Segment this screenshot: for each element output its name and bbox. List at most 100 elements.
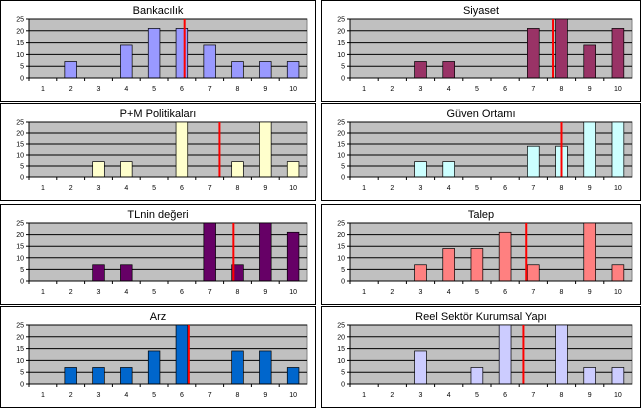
bar — [203, 222, 216, 282]
x-tick-label: 7 — [208, 185, 212, 192]
x-tick-label: 5 — [475, 185, 479, 192]
bar — [527, 145, 540, 178]
bar — [414, 350, 427, 385]
x-tick-label: 5 — [152, 185, 156, 192]
bar — [414, 264, 427, 282]
x-tick-label: 3 — [97, 289, 101, 296]
bar — [120, 367, 133, 385]
bar — [203, 44, 216, 79]
x-tick-label: 4 — [124, 86, 128, 93]
bar — [286, 61, 300, 79]
chart-panel-siyaset: Siyaset 0 5 10 15 20 25 1 2 3 4 5 6 7 8 9 10 — [321, 0, 641, 102]
x-tick-label: 4 — [124, 392, 128, 399]
chart-svg: Siyaset 0 5 10 15 20 25 1 2 3 4 5 6 7 8 9 10 — [337, 5, 633, 93]
x-tick-label: 7 — [531, 86, 535, 93]
y-tick-label: 20 — [16, 334, 24, 341]
x-tick-label: 3 — [97, 392, 101, 399]
x-tick-label: 8 — [560, 392, 564, 399]
x-tick-label: 6 — [180, 289, 184, 296]
bar — [147, 28, 161, 79]
bar — [583, 222, 596, 282]
y-tick-label: 0 — [341, 382, 345, 389]
chart-svg: Arz 0 5 10 15 20 25 1 2 3 4 5 6 7 8 9 10 — [16, 311, 308, 399]
y-tick-label: 20 — [337, 334, 345, 341]
y-tick-label: 10 — [337, 358, 345, 365]
bar — [120, 161, 133, 178]
chart-panel-guven-ortami: Güven Ortamı 0 5 10 15 20 25 1 2 3 4 5 6 7 8 9 10 — [321, 103, 641, 201]
bar — [611, 28, 625, 79]
x-tick-label: 2 — [390, 392, 394, 399]
bar — [231, 350, 244, 385]
bar — [259, 121, 272, 178]
chart-title: Bankacılık — [133, 5, 184, 17]
y-tick-label: 10 — [337, 52, 345, 59]
y-tick-label: 5 — [20, 64, 24, 71]
x-tick-label: 6 — [503, 185, 507, 192]
bar — [611, 121, 625, 178]
chart-title: Arz — [150, 311, 167, 323]
y-tick-label: 0 — [341, 76, 345, 83]
y-tick-label: 15 — [337, 40, 345, 47]
y-tick-label: 25 — [16, 323, 24, 330]
x-tick-label: 6 — [180, 185, 184, 192]
bar — [498, 231, 512, 282]
bar — [175, 324, 189, 385]
bar — [259, 350, 272, 385]
x-tick-label: 4 — [447, 86, 451, 93]
x-tick-label: 9 — [263, 185, 267, 192]
y-tick-label: 20 — [337, 28, 345, 35]
x-tick-label: 5 — [475, 392, 479, 399]
y-tick-label: 10 — [16, 358, 24, 365]
chart-panel-arz: Arz 0 5 10 15 20 25 1 2 3 4 5 6 7 8 9 10 — [0, 306, 316, 408]
bar — [175, 28, 189, 79]
x-tick-label: 2 — [69, 392, 73, 399]
y-tick-label: 0 — [20, 76, 24, 83]
y-tick-label: 15 — [337, 244, 345, 251]
bar — [259, 222, 272, 282]
x-tick-label: 10 — [614, 185, 622, 192]
x-tick-label: 1 — [41, 392, 45, 399]
bar — [527, 264, 540, 282]
x-tick-label: 6 — [503, 289, 507, 296]
bar — [555, 324, 568, 385]
chart-panel-talep: Talep 0 5 10 15 20 25 1 2 3 4 5 6 7 8 9 10 — [321, 204, 641, 305]
x-tick-label: 2 — [390, 289, 394, 296]
bar — [414, 161, 427, 178]
y-tick-label: 15 — [16, 346, 24, 353]
x-tick-label: 9 — [588, 289, 592, 296]
bar — [442, 61, 455, 79]
bar — [611, 367, 625, 385]
bar — [231, 161, 244, 178]
x-tick-label: 4 — [447, 185, 451, 192]
x-tick-label: 7 — [208, 86, 212, 93]
y-tick-label: 0 — [20, 382, 24, 389]
chart-panel-bankacilik: Bankacılık 0 5 10 15 20 25 1 2 3 4 5 6 7 8 9 10 — [0, 0, 316, 102]
x-tick-label: 8 — [236, 185, 240, 192]
chart-svg: Talep 0 5 10 15 20 25 1 2 3 4 5 6 7 8 9 10 — [337, 209, 633, 296]
x-tick-label: 4 — [124, 185, 128, 192]
x-tick-label: 9 — [588, 86, 592, 93]
y-tick-label: 15 — [16, 244, 24, 251]
y-tick-label: 10 — [16, 255, 24, 262]
y-tick-label: 5 — [341, 164, 345, 171]
chart-svg: Reel Sektör Kurumsal Yapı 0 5 10 15 20 25 1 2 3 4 5… — [337, 311, 633, 399]
y-tick-label: 15 — [337, 142, 345, 149]
x-tick-label: 9 — [588, 185, 592, 192]
chart-title: Reel Sektör Kurumsal Yapı — [415, 311, 547, 323]
y-tick-label: 0 — [20, 279, 24, 286]
chart-svg: P+M Politikaları 0 5 10 15 20 25 1 2 3 4 5 6 7 8 9 10 — [16, 108, 308, 192]
y-tick-label: 10 — [337, 255, 345, 262]
x-tick-label: 3 — [97, 86, 101, 93]
x-tick-label: 2 — [390, 185, 394, 192]
bar — [555, 18, 568, 79]
y-tick-label: 20 — [16, 232, 24, 239]
x-tick-label: 1 — [362, 185, 366, 192]
x-tick-label: 8 — [236, 86, 240, 93]
y-tick-label: 0 — [20, 175, 24, 182]
x-tick-label: 6 — [503, 86, 507, 93]
x-tick-label: 2 — [390, 86, 394, 93]
x-tick-label: 9 — [263, 289, 267, 296]
y-tick-label: 5 — [20, 267, 24, 274]
x-tick-label: 2 — [69, 289, 73, 296]
y-tick-label: 5 — [341, 370, 345, 377]
